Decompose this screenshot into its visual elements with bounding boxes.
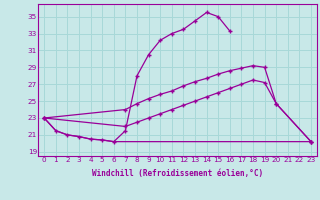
X-axis label: Windchill (Refroidissement éolien,°C): Windchill (Refroidissement éolien,°C): [92, 169, 263, 178]
